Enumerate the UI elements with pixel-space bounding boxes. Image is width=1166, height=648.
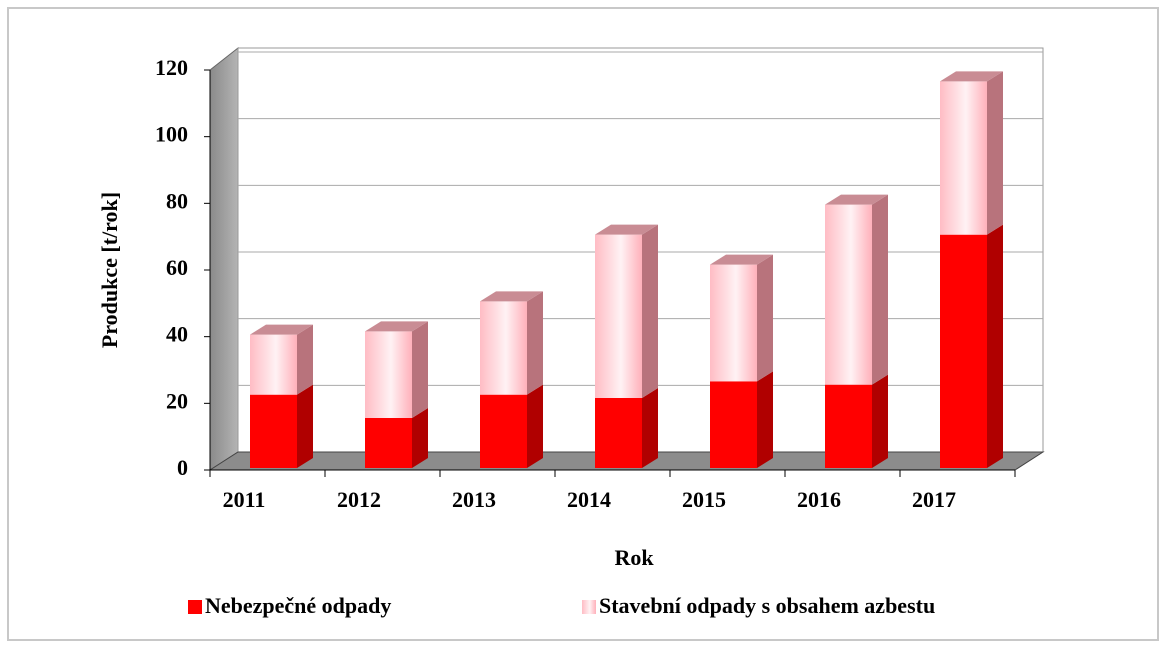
x-tick-label: 2013 <box>452 487 496 512</box>
legend: Nebezpečné odpady Stavební odpady s obsah… <box>188 593 935 618</box>
bar-side <box>872 374 888 468</box>
y-axis-title: Produkce [t/rok] <box>97 192 122 348</box>
bar <box>365 418 412 468</box>
bar-side <box>412 408 428 468</box>
bar-side <box>297 324 313 395</box>
bar-side <box>872 194 888 385</box>
x-tick-label: 2016 <box>797 487 841 512</box>
y-tick-label: 20 <box>166 388 188 413</box>
y-tick-label: 120 <box>155 55 188 80</box>
bar <box>480 301 527 395</box>
bar-side <box>642 224 658 398</box>
bar-side <box>642 388 658 468</box>
bar <box>825 384 872 468</box>
x-tick-label: 2017 <box>912 487 956 512</box>
bar-side <box>527 384 543 468</box>
bar-top <box>480 291 543 302</box>
bar <box>595 398 642 468</box>
bar <box>595 234 642 398</box>
bar <box>365 331 412 418</box>
legend-label: Nebezpečné odpady <box>205 593 391 618</box>
bar <box>825 204 872 385</box>
y-tick-label: 60 <box>166 255 188 280</box>
bar-top <box>595 224 658 235</box>
bar-top <box>940 71 1003 82</box>
bar-side <box>412 321 428 418</box>
bar <box>710 381 757 468</box>
x-tick-label: 2015 <box>682 487 726 512</box>
bar <box>250 334 297 395</box>
x-tick-label: 2012 <box>337 487 381 512</box>
y-tick-label: 80 <box>166 188 188 213</box>
x-tick-label: 2011 <box>223 487 266 512</box>
bar-side <box>297 384 313 468</box>
x-axis-title: Rok <box>614 545 654 570</box>
legend-label: Stavební odpady s obsahem azbestu <box>599 593 935 618</box>
legend-swatch <box>582 600 596 614</box>
bar-side <box>527 291 543 395</box>
bar-top <box>365 321 428 332</box>
side-wall <box>209 46 239 471</box>
bar-side <box>987 224 1003 468</box>
bar-top <box>250 324 313 335</box>
y-tick-label: 40 <box>166 322 188 347</box>
bar-side <box>757 254 773 382</box>
x-tick-label: 2014 <box>567 487 611 512</box>
legend-swatch <box>188 600 202 614</box>
bar <box>250 394 297 468</box>
bar <box>940 81 987 235</box>
bar <box>710 264 757 382</box>
y-tick-label: 100 <box>155 122 188 147</box>
bar <box>940 234 987 468</box>
bar <box>480 394 527 468</box>
bar-top <box>710 254 773 265</box>
y-tick-label: 0 <box>177 455 188 480</box>
bar-side <box>757 371 773 468</box>
bar-top <box>825 194 888 205</box>
bar-side <box>987 71 1003 235</box>
